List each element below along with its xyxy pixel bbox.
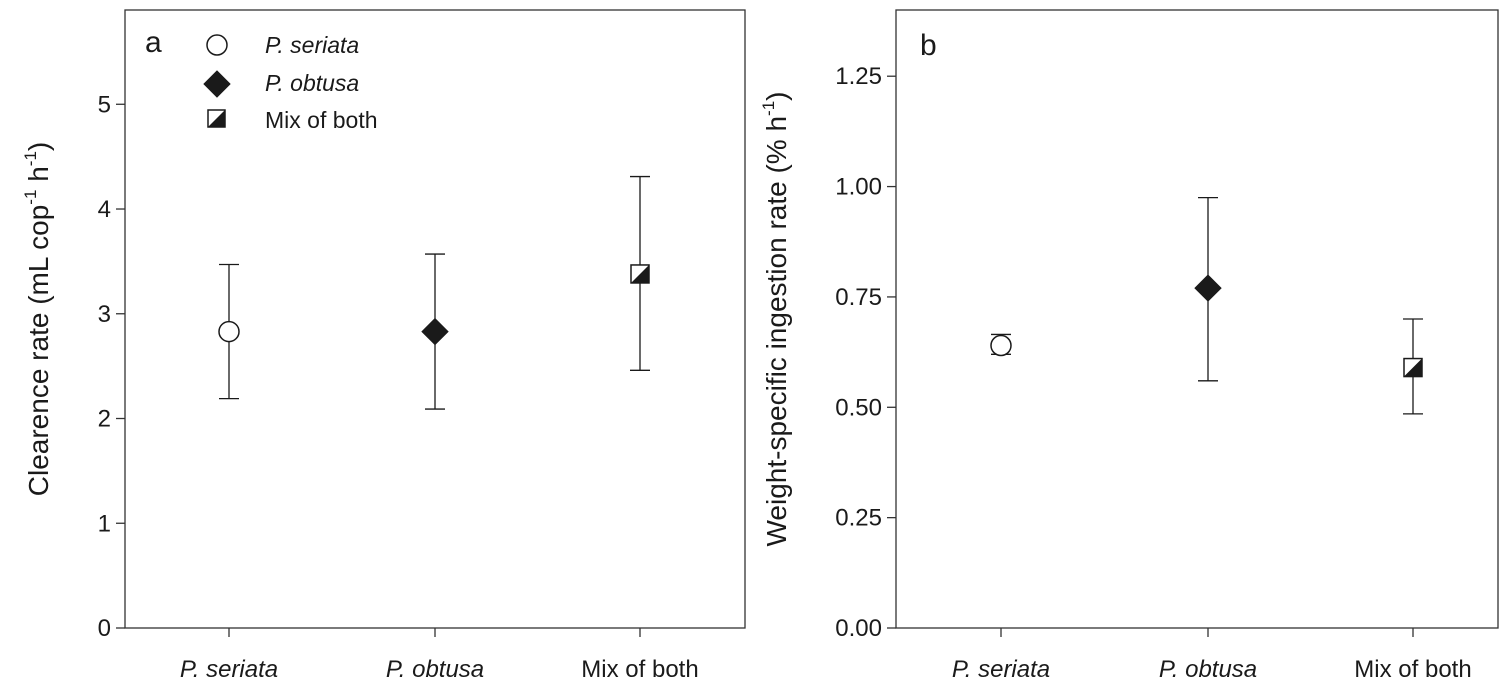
panel-b-plot-frame [895, 9, 1499, 629]
legend-label-p-seriata: P. seriata [265, 32, 359, 58]
panel-b-y-tick-label: 0.00 [835, 615, 882, 642]
panel-a-legend: P. seriata P. obtusa Mix of both [203, 32, 378, 133]
panel-b-marker-filled-diamond [1194, 274, 1222, 302]
panel-b-y-axis-label: Weight-specific ingestion rate (% h-1) [759, 91, 792, 546]
legend-label-mix-of-both: Mix of both [265, 107, 378, 133]
panel-b-x-tick-label-p-seriata: P. seriata [952, 656, 1050, 683]
panel-b-point-p-obtusa [1194, 196, 1222, 382]
legend-marker-half-square [207, 109, 226, 128]
panel-b: b Weight-specific ingestion rate (% h-1)… [759, 9, 1499, 683]
panel-a-x-tick-label-p-seriata: P. seriata [180, 656, 278, 683]
panel-a-y-tick-label: 1 [98, 510, 111, 537]
panel-b-y-tick-label: 1.00 [835, 174, 882, 201]
panel-a-points [218, 175, 650, 410]
panel-a-y-label-sup2: -1 [21, 151, 40, 166]
panel-b-points [990, 196, 1423, 415]
legend-label-p-obtusa: P. obtusa [265, 70, 359, 96]
panel-a-y-ticks: 0 1 2 3 4 5 [98, 91, 125, 642]
panel-a-y-tick-label: 5 [98, 91, 111, 118]
panel-b-letter: b [920, 29, 937, 62]
panel-b-y-ticks: 0.00 0.25 0.50 0.75 1.00 1.25 [835, 63, 896, 642]
panel-b-y-label-main: Weight-specific ingestion rate (% h [761, 116, 792, 547]
panel-b-y-label-sup1: -1 [759, 101, 778, 116]
panel-a-point-p-obtusa [421, 253, 449, 410]
panel-a-y-tick-label: 4 [98, 196, 111, 223]
legend-marker-open-circle [206, 34, 228, 56]
panel-b-x-tick-label-p-obtusa: P. obtusa [1159, 656, 1257, 683]
panel-a-x-tick-label-p-obtusa: P. obtusa [386, 656, 484, 683]
panel-a-y-tick-label: 0 [98, 615, 111, 642]
panel-a-letter: a [145, 26, 162, 59]
panel-a-marker-open-circle [218, 320, 240, 343]
panel-b-marker-open-circle [990, 334, 1012, 357]
panel-a-marker-half-square [630, 264, 650, 284]
panel-a-x-tick-label-mix-of-both: Mix of both [581, 656, 698, 683]
panel-a-y-axis-label: Clearence rate (mL cop-1 h-1) [21, 142, 54, 496]
panel-b-point-p-seriata [990, 333, 1012, 357]
panel-a-y-label-mid: h [23, 166, 54, 189]
panel-a-x-ticks: P. seriata P. obtusa Mix of both [180, 628, 699, 683]
legend-marker-filled-diamond [203, 70, 231, 98]
panel-b-y-tick-label: 1.25 [835, 63, 882, 90]
panel-b-point-mix-of-both [1403, 318, 1423, 415]
panel-b-y-label-end: ) [761, 91, 792, 100]
panel-b-y-tick-label: 0.50 [835, 394, 882, 421]
panel-a-y-label-sup1: -1 [21, 190, 40, 205]
panel-b-marker-half-square [1403, 357, 1423, 378]
panel-b-x-ticks: P. seriata P. obtusa Mix of both [952, 628, 1472, 683]
panel-b-x-tick-label-mix-of-both: Mix of both [1354, 656, 1471, 683]
panel-a-y-tick-label: 2 [98, 406, 111, 433]
panel-a-y-tick-label: 3 [98, 301, 111, 328]
panel-a-y-label-end: ) [23, 142, 54, 151]
panel-a-point-mix-of-both [630, 175, 650, 371]
panel-a-point-p-seriata [218, 263, 240, 400]
panel-a-marker-filled-diamond [421, 317, 449, 346]
panel-a-y-label-main: Clearence rate (mL cop [23, 205, 54, 497]
panel-b-y-tick-label: 0.25 [835, 505, 882, 532]
panel-b-y-tick-label: 0.75 [835, 284, 882, 311]
